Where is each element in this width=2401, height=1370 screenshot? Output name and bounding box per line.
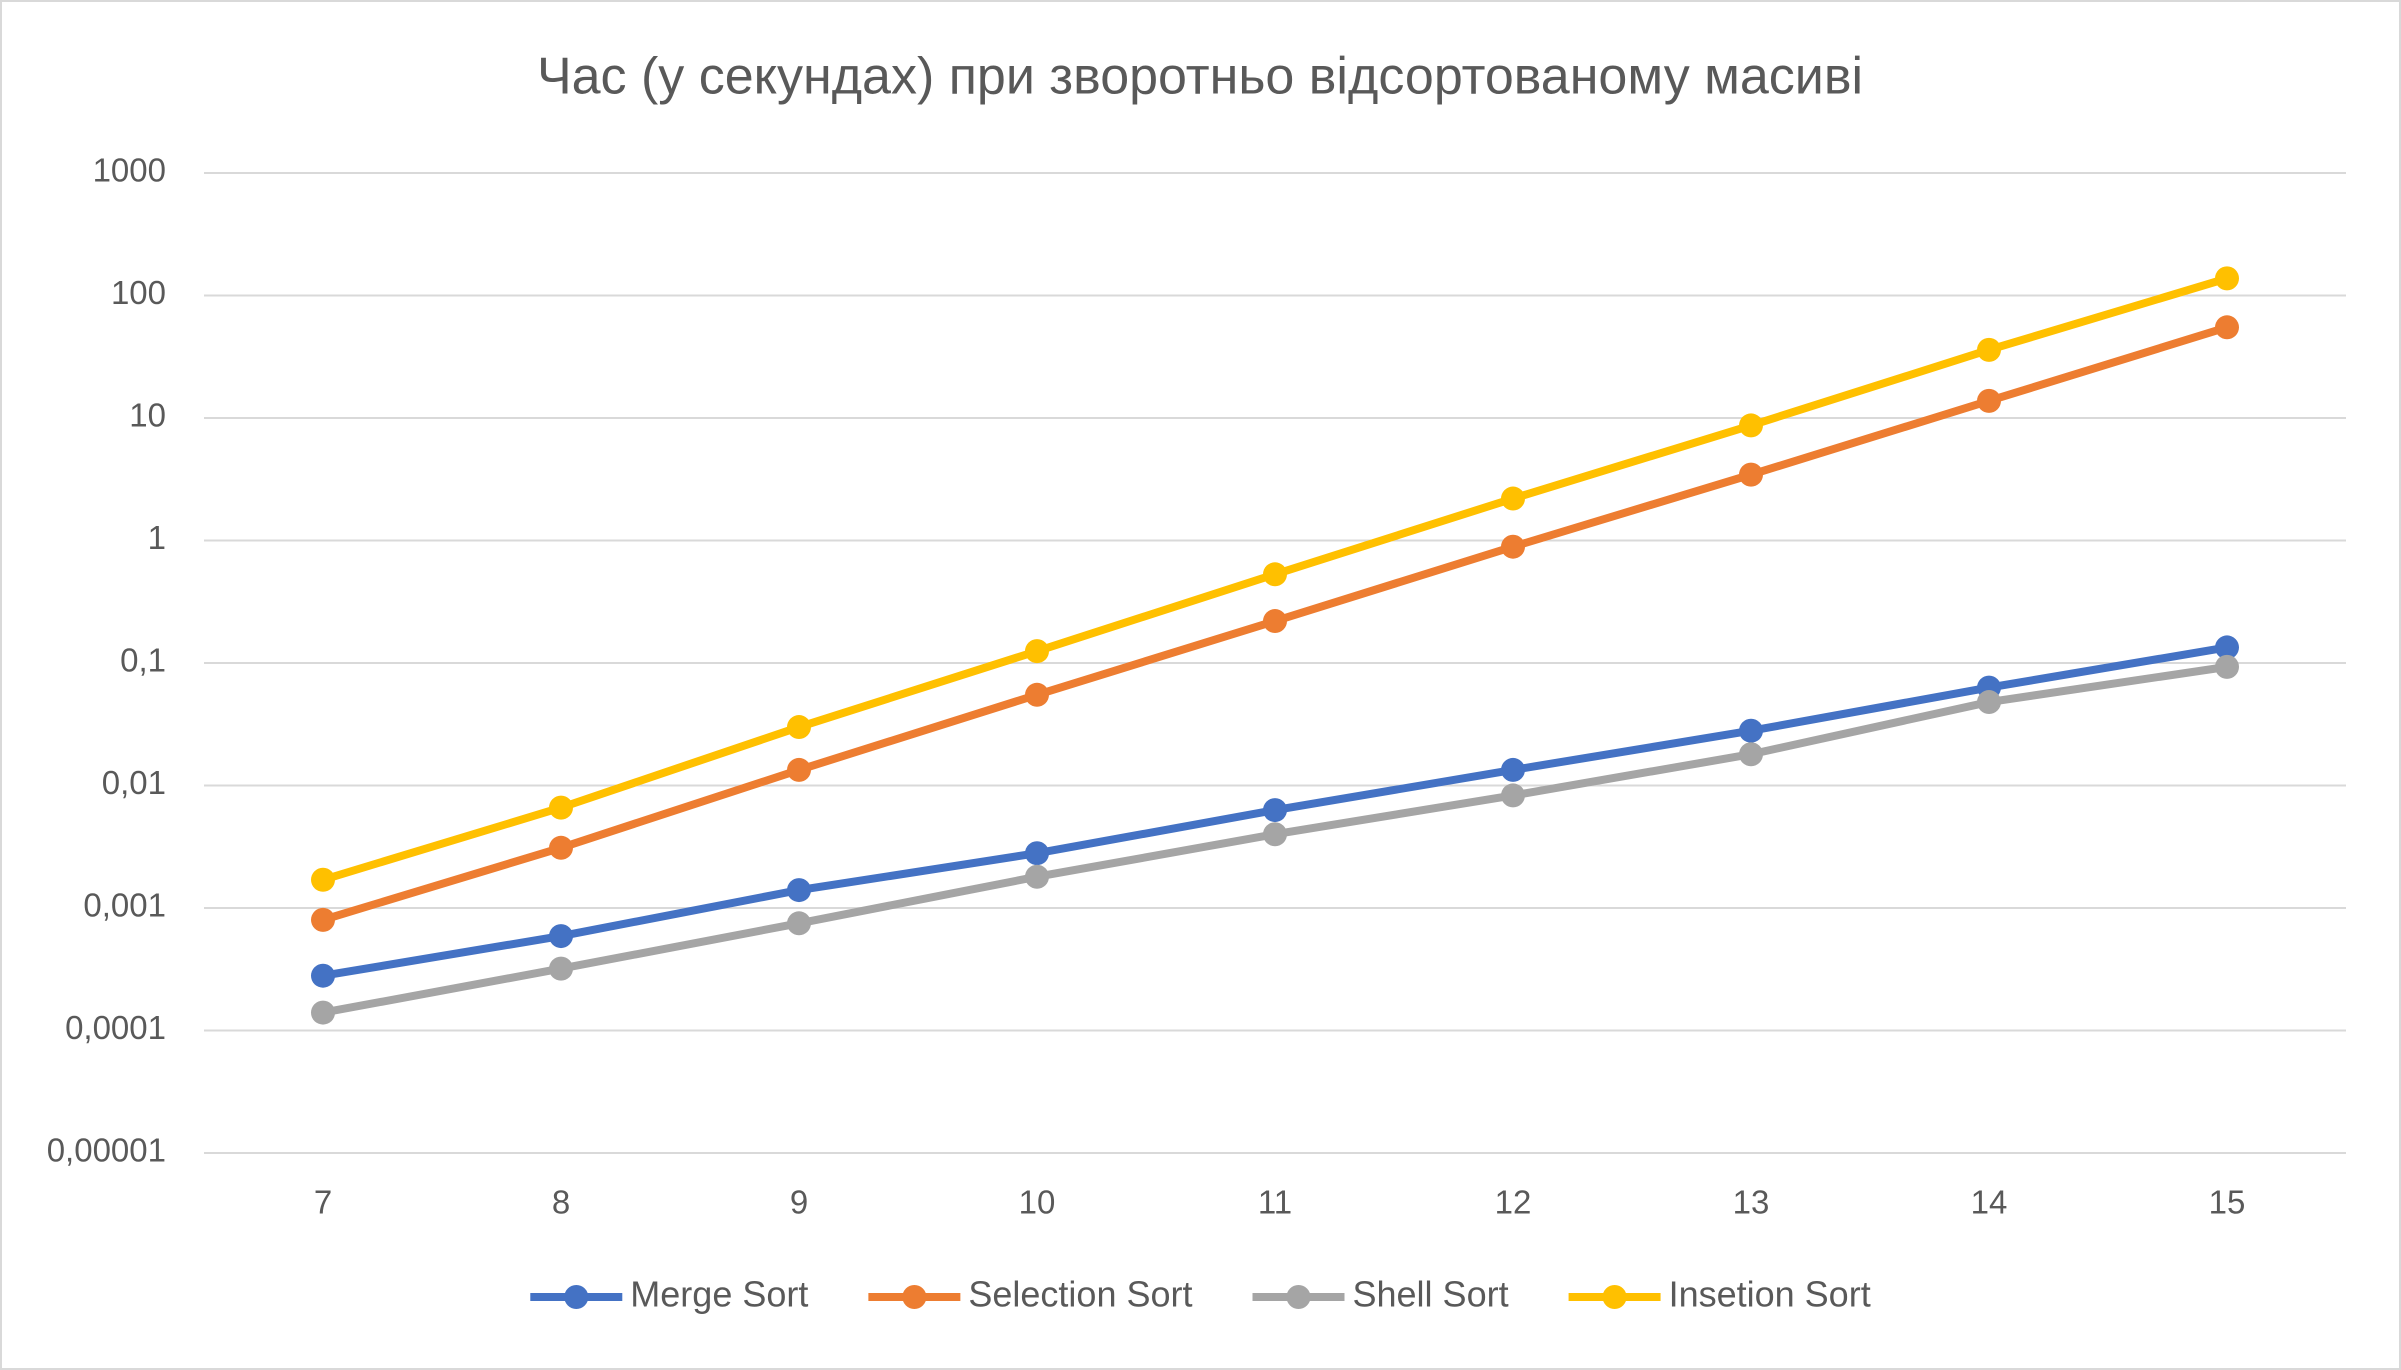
data-point — [1739, 462, 1763, 487]
data-point — [549, 795, 573, 820]
x-tick-label: 14 — [1971, 1184, 2008, 1221]
legend-marker — [1602, 1285, 1627, 1309]
x-tick-label: 10 — [1019, 1184, 1056, 1221]
data-point — [1263, 822, 1287, 847]
data-point — [1977, 337, 2001, 362]
data-point — [1025, 682, 1049, 707]
legend-label: Merge Sort — [630, 1274, 808, 1315]
x-tick-label: 8 — [552, 1184, 570, 1221]
y-tick-label: 0,001 — [83, 887, 166, 924]
data-point — [311, 963, 335, 988]
y-tick-label: 10 — [129, 397, 166, 434]
data-point — [549, 835, 573, 860]
y-tick-label: 0,1 — [120, 642, 166, 679]
data-point — [549, 956, 573, 981]
legend-label: Insetion Sort — [1669, 1274, 1871, 1315]
x-tick-label: 13 — [1733, 1184, 1770, 1221]
x-tick-label: 9 — [790, 1184, 808, 1221]
y-tick-label: 1000 — [93, 152, 166, 189]
legend-label: Selection Sort — [968, 1274, 1192, 1315]
data-point — [1501, 783, 1525, 808]
data-point — [2215, 315, 2239, 340]
legend-marker — [902, 1285, 927, 1309]
data-point — [1263, 798, 1287, 823]
data-point — [1739, 413, 1763, 438]
data-point — [1501, 757, 1525, 782]
legend-marker — [1286, 1285, 1311, 1309]
data-point — [1739, 718, 1763, 743]
data-point — [549, 924, 573, 949]
data-point — [1025, 639, 1049, 664]
data-point — [1977, 388, 2001, 413]
data-point — [2215, 266, 2239, 291]
data-point — [787, 757, 811, 782]
data-point — [787, 715, 811, 740]
data-point — [787, 911, 811, 936]
data-point — [787, 878, 811, 903]
data-point — [1501, 486, 1525, 511]
data-point — [311, 1000, 335, 1025]
data-point — [1739, 742, 1763, 767]
chart-title: Час (у секундах) при зворотньо відсортов… — [537, 48, 1863, 106]
x-tick-label: 7 — [314, 1184, 332, 1221]
data-point — [311, 867, 335, 892]
legend-label: Shell Sort — [1353, 1274, 1509, 1315]
y-tick-label: 100 — [111, 274, 166, 311]
data-point — [1501, 534, 1525, 559]
data-point — [2215, 654, 2239, 679]
x-tick-label: 15 — [2209, 1184, 2246, 1221]
legend-marker — [564, 1285, 589, 1309]
data-point — [2215, 635, 2239, 660]
data-point — [1025, 841, 1049, 866]
y-tick-label: 0,00001 — [47, 1132, 166, 1169]
y-tick-label: 1 — [148, 519, 166, 556]
x-tick-label: 11 — [1258, 1184, 1292, 1221]
data-point — [1025, 864, 1049, 889]
data-point — [1263, 609, 1287, 634]
x-tick-label: 12 — [1495, 1184, 1532, 1221]
data-point — [1263, 562, 1287, 587]
y-tick-label: 0,0001 — [65, 1009, 166, 1046]
data-point — [1977, 690, 2001, 715]
data-point — [311, 907, 335, 932]
y-tick-label: 0,01 — [102, 764, 166, 801]
